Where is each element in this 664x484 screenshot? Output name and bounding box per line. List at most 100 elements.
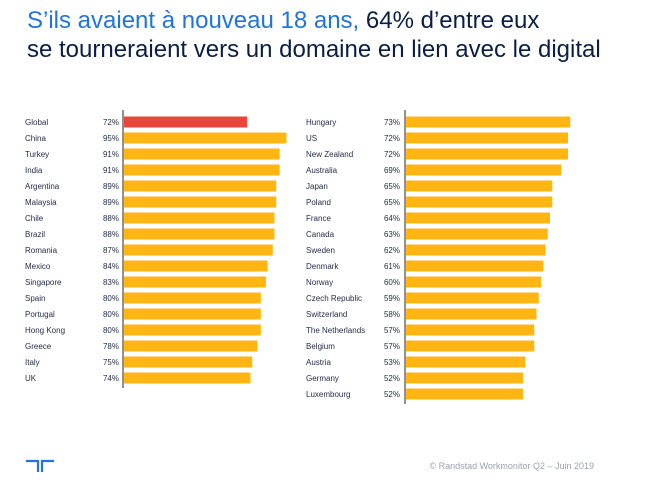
category-label: The Netherlands bbox=[306, 326, 365, 335]
bar bbox=[124, 372, 251, 384]
value-label: 91% bbox=[103, 150, 119, 159]
bar bbox=[124, 324, 261, 336]
category-label: New Zealand bbox=[306, 150, 353, 159]
bar bbox=[124, 308, 261, 320]
category-label: Switzerland bbox=[306, 310, 347, 319]
category-label: Argentina bbox=[25, 182, 60, 191]
bar bbox=[406, 308, 537, 320]
category-label: Denmark bbox=[306, 262, 339, 271]
bar bbox=[406, 324, 535, 336]
category-label: UK bbox=[25, 374, 37, 383]
value-label: 89% bbox=[103, 182, 119, 191]
category-label: Germany bbox=[306, 374, 339, 383]
category-label: Turkey bbox=[25, 150, 49, 159]
bar bbox=[124, 164, 280, 176]
value-label: 74% bbox=[103, 374, 119, 383]
bar bbox=[406, 292, 539, 304]
category-label: Luxembourg bbox=[306, 390, 350, 399]
bar bbox=[124, 292, 261, 304]
value-label: 64% bbox=[384, 214, 400, 223]
bar bbox=[406, 372, 523, 384]
category-label: Belgium bbox=[306, 342, 335, 351]
value-label: 52% bbox=[384, 374, 400, 383]
bar bbox=[406, 116, 571, 128]
value-label: 62% bbox=[384, 246, 400, 255]
value-label: 89% bbox=[103, 198, 119, 207]
category-label: US bbox=[306, 134, 317, 143]
category-label: Hungary bbox=[306, 118, 336, 127]
category-label: Global bbox=[25, 118, 48, 127]
category-label: Czech Republic bbox=[306, 294, 362, 303]
value-label: 80% bbox=[103, 326, 119, 335]
bar bbox=[124, 228, 275, 240]
category-label: Sweden bbox=[306, 246, 335, 255]
value-label: 72% bbox=[103, 118, 119, 127]
bar bbox=[124, 260, 268, 272]
value-label: 88% bbox=[103, 214, 119, 223]
bar bbox=[406, 196, 553, 208]
bar bbox=[406, 228, 548, 240]
category-label: Spain bbox=[25, 294, 45, 303]
randstad-logo-icon bbox=[25, 459, 55, 478]
value-label: 80% bbox=[103, 310, 119, 319]
bar bbox=[406, 340, 535, 352]
value-label: 95% bbox=[103, 134, 119, 143]
bar bbox=[406, 212, 550, 224]
bar bbox=[124, 132, 287, 144]
bar bbox=[124, 212, 275, 224]
bar bbox=[406, 180, 553, 192]
bar bbox=[406, 244, 546, 256]
value-label: 78% bbox=[103, 342, 119, 351]
value-label: 65% bbox=[384, 198, 400, 207]
bar bbox=[124, 356, 253, 368]
category-label: Hong Kong bbox=[25, 326, 65, 335]
value-label: 91% bbox=[103, 166, 119, 175]
category-label: India bbox=[25, 166, 43, 175]
category-label: Poland bbox=[306, 198, 331, 207]
category-label: Mexico bbox=[25, 262, 51, 271]
bar bbox=[406, 388, 523, 400]
value-label: 61% bbox=[384, 262, 400, 271]
bar bbox=[124, 276, 266, 288]
bar bbox=[406, 148, 568, 160]
value-label: 53% bbox=[384, 358, 400, 367]
category-label: Norway bbox=[306, 278, 333, 287]
bar bbox=[406, 356, 526, 368]
bar bbox=[406, 164, 562, 176]
value-label: 59% bbox=[384, 294, 400, 303]
value-label: 57% bbox=[384, 326, 400, 335]
copyright-footer: © Randstad Workmonitor Q2 – Juin 2019 bbox=[429, 461, 594, 471]
category-label: Malaysia bbox=[25, 198, 57, 207]
category-label: Greece bbox=[25, 342, 52, 351]
value-label: 87% bbox=[103, 246, 119, 255]
value-label: 58% bbox=[384, 310, 400, 319]
value-label: 52% bbox=[384, 390, 400, 399]
value-label: 63% bbox=[384, 230, 400, 239]
value-label: 72% bbox=[384, 134, 400, 143]
value-label: 88% bbox=[103, 230, 119, 239]
value-label: 83% bbox=[103, 278, 119, 287]
category-label: Brazil bbox=[25, 230, 45, 239]
category-label: Singapore bbox=[25, 278, 62, 287]
value-label: 65% bbox=[384, 182, 400, 191]
category-label: Austria bbox=[306, 358, 331, 367]
value-label: 72% bbox=[384, 150, 400, 159]
category-label: Italy bbox=[25, 358, 40, 367]
bar bbox=[124, 196, 277, 208]
bar bbox=[124, 244, 273, 256]
category-label: France bbox=[306, 214, 331, 223]
title-highlight: S’ils avaient à nouveau 18 ans, bbox=[27, 7, 360, 34]
bar bbox=[124, 340, 258, 352]
bar bbox=[406, 132, 568, 144]
value-label: 60% bbox=[384, 278, 400, 287]
category-label: Portugal bbox=[25, 310, 55, 319]
category-label: Chile bbox=[25, 214, 44, 223]
chart-title: S’ils avaient à nouveau 18 ans, 64% d’en… bbox=[27, 6, 647, 64]
title-line-2: se tourneraient vers un domaine en lien … bbox=[27, 36, 601, 63]
value-label: 80% bbox=[103, 294, 119, 303]
value-label: 84% bbox=[103, 262, 119, 271]
category-label: Japan bbox=[306, 182, 328, 191]
bar bbox=[124, 148, 280, 160]
value-label: 57% bbox=[384, 342, 400, 351]
